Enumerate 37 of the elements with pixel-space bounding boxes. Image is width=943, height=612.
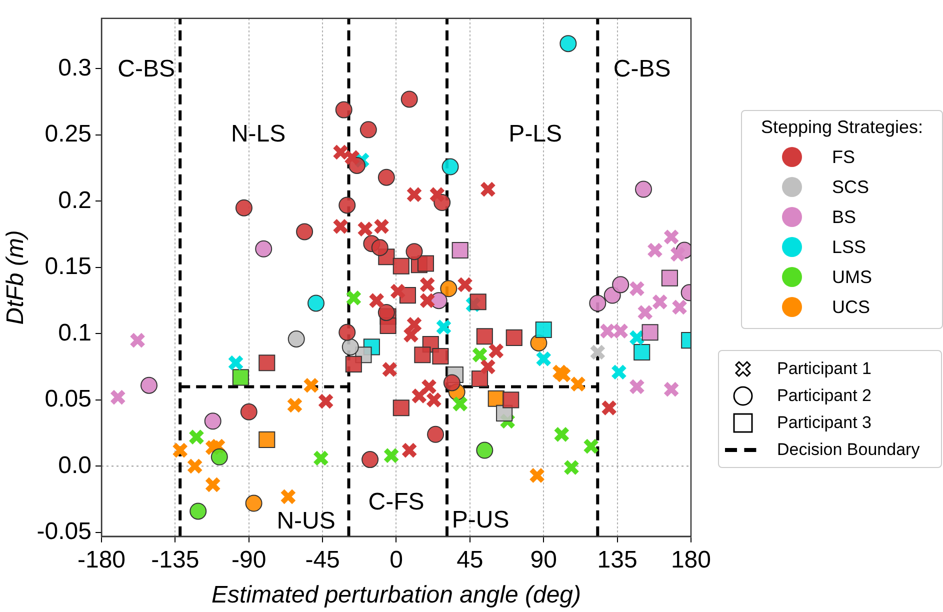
- x-tick-label: -45: [305, 546, 340, 574]
- legend-label: BS: [832, 206, 856, 228]
- legend-title: Stepping Strategies:: [760, 117, 924, 138]
- y-axis-title: DtFb (m): [2, 230, 30, 325]
- legend-label: LSS: [832, 236, 866, 258]
- x-tick-label: 45: [456, 546, 484, 574]
- legend-label: Decision Boundary: [777, 440, 920, 460]
- annotation: C-BS: [613, 55, 671, 82]
- legend-label: FS: [832, 146, 856, 168]
- legend-label: UCS: [832, 296, 870, 318]
- legend-label: UMS: [832, 266, 872, 288]
- x-tick-label: 90: [530, 546, 557, 574]
- y-tick-label: 0.2: [58, 186, 92, 214]
- y-tick-label: -0.05: [36, 518, 92, 546]
- legend-label: SCS: [832, 176, 870, 198]
- y-tick-label: 0.25: [44, 120, 92, 148]
- annotation: P-LS: [508, 120, 562, 148]
- legend-label: Participant 1: [777, 358, 872, 378]
- x-axis-title: Estimated perturbation angle (deg): [211, 581, 582, 608]
- x-tick-label: -90: [232, 546, 266, 574]
- x-tick-label: 135: [597, 546, 638, 574]
- x-tick-label: -180: [77, 546, 126, 574]
- annotation: N-US: [276, 508, 336, 535]
- x-tick-label: -135: [151, 546, 200, 574]
- y-tick-label: 0.05: [44, 386, 92, 413]
- annotation: N-LS: [230, 120, 286, 148]
- legend-label: Participant 3: [777, 412, 872, 432]
- y-tick-label: 0.15: [44, 253, 92, 280]
- annotation: P-US: [452, 506, 510, 534]
- legend-label: Participant 2: [777, 386, 872, 406]
- y-tick-label: 0.1: [58, 319, 92, 346]
- y-tick-label: 0.0: [58, 452, 92, 479]
- y-tick-label: 0.3: [58, 54, 92, 82]
- annotation: C-FS: [368, 488, 424, 516]
- x-tick-label: 0: [390, 546, 403, 574]
- annotation: C-BS: [118, 55, 175, 82]
- x-tick-label: 180: [670, 546, 711, 574]
